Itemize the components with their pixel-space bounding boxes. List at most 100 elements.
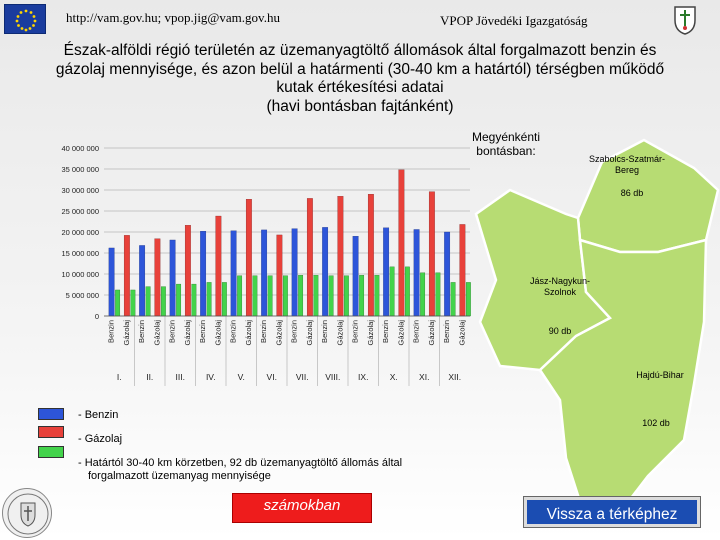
bar-type-label: Gázolaj [457,320,466,346]
x-tick-label: X. [390,372,398,382]
bar-hatar [252,275,258,317]
title-line-4: (havi bontásban fajtánként) [266,97,454,115]
bar-type-label: Benzin [107,320,116,343]
bar-type-label: Gázolaj [122,320,131,346]
bar-type-label: Gázolaj [335,320,344,346]
y-tick-label: 5 000 000 [66,291,99,300]
bar-type-label: Gázolaj [183,320,192,346]
x-tick-label: V. [238,372,245,382]
bar-type-label: Gázolaj [366,320,375,346]
y-tick-label: 40 000 000 [61,144,99,153]
header-url[interactable]: http://vam.gov.hu; vpop.jig@vam.gov.hu [66,10,280,25]
bar-type-label: Gázolaj [427,320,436,346]
numbers-button[interactable]: számokban [232,493,372,523]
eu-flag-icon [4,4,46,34]
bar-hatar [282,275,288,317]
legend-swatch-benzin [38,408,64,420]
legend-hatar: - Határtól 30-40 km körzetben, 92 db üze… [78,457,402,483]
county-label-szabolcs[interactable]: Szabolcs-Szatmár- Bereg [572,154,682,176]
bar-type-label: Gázolaj [152,320,161,346]
bar-type-label: Gázolaj [274,320,283,346]
customs-seal-icon [2,488,52,538]
y-tick-label: 15 000 000 [61,249,99,258]
bar-type-label: Benzin [351,320,360,343]
x-tick-label: IX. [358,372,368,382]
bar-type-label: Benzin [320,320,329,343]
bar-type-label: Benzin [442,320,451,343]
bar-hatar [130,289,136,317]
map-heading-line-1: Megyénkénti [471,130,541,144]
bar-benzin [352,236,359,317]
bar-hatar [206,282,212,317]
title-line-2: gázolaj mennyisége, és azon belül a hatá… [55,60,665,78]
x-tick-label: VI. [267,372,277,382]
county-map [474,138,720,528]
legend-swatch-hatar [38,446,64,458]
bar-hatar [221,282,227,317]
legend-swatch-gazolaj [38,426,64,438]
bar-gazolaj [367,194,374,317]
back-to-map-button[interactable]: Vissza a térképhez [523,496,701,528]
y-tick-label: 10 000 000 [61,270,99,279]
y-tick-label: 35 000 000 [61,165,99,174]
x-tick-label: II. [146,372,153,382]
legend-benzin: - Benzin [78,409,119,421]
map-heading: Megyénkénti bontásban: [462,130,550,158]
bar-gazolaj [123,235,130,317]
bar-hatar [389,266,395,317]
bar-benzin [291,228,298,317]
header-org: VPOP Jövedéki Igazgatóság [440,13,588,28]
bar-gazolaj [215,215,222,317]
bar-benzin [169,239,176,317]
county-count-jasz: 90 db [548,326,572,336]
bar-gazolaj [337,196,344,317]
map-heading-line-2: bontásban: [476,144,536,158]
bar-benzin [322,227,329,317]
bar-type-label: Benzin [290,320,299,343]
bar-type-label: Gázolaj [396,320,405,346]
x-tick-label: VII. [296,372,309,382]
bar-benzin [261,229,268,317]
bar-hatar [191,283,197,317]
bar-hatar [404,266,410,317]
x-tick-label: I. [117,372,122,382]
county-name: Jász-Nagykun- [529,276,591,286]
legend-gazolaj: - Gázolaj [78,433,123,445]
bar-hatar [115,289,121,317]
y-tick-label: 20 000 000 [61,228,99,237]
bar-type-label: Benzin [137,320,146,343]
bar-hatar [298,275,304,317]
bar-benzin [108,247,115,317]
bar-hatar [420,272,426,317]
coat-of-arms-icon [672,4,698,36]
bar-hatar [145,286,151,317]
bar-type-label: Gázolaj [213,320,222,346]
bar-benzin [200,231,207,317]
bar-hatar [374,275,380,317]
bar-hatar [237,275,243,317]
county-label-hajdu[interactable]: Hajdú-Bihar [636,370,684,380]
bar-hatar [160,286,166,317]
bar-gazolaj [398,169,405,317]
county-name: Szabolcs-Szatmár- [588,154,666,164]
x-tick-label: XI. [419,372,429,382]
bar-gazolaj [245,199,252,317]
bar-hatar [359,275,365,317]
x-tick-label: IV. [206,372,216,382]
county-count-szabolcs: 86 db [620,188,644,198]
legend-hatar-line-1: - Határtól 30-40 km körzetben, 92 db üze… [78,457,403,469]
bar-hatar [267,275,273,317]
title-line-3: kutak értékesítési adatai [276,79,444,96]
bar-gazolaj [459,224,466,317]
legend-hatar-line-2: forgalmazott üzemanyag mennyisége [88,470,271,482]
y-tick-label: 0 [95,312,99,321]
bar-hatar [313,275,319,317]
county-label-jasz[interactable]: Jász-Nagykun- Szolnok [512,276,608,298]
bar-benzin [413,229,420,317]
x-tick-label: XII. [448,372,461,382]
bar-benzin [139,245,146,317]
county-name: Bereg [614,165,640,175]
bar-type-label: Benzin [381,320,390,343]
bar-type-label: Benzin [198,320,207,343]
bar-type-label: Benzin [229,320,238,343]
